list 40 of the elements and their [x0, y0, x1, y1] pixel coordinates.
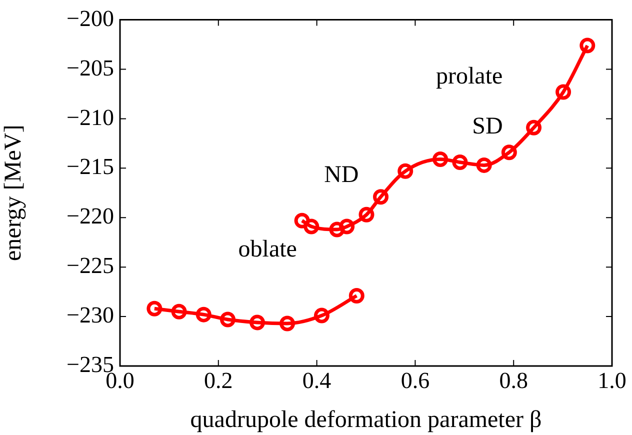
point — [580, 38, 596, 54]
y-tick-label: −210 — [66, 104, 114, 130]
point — [220, 312, 236, 328]
point — [476, 157, 492, 173]
x-tick-label: 0.4 — [302, 368, 332, 393]
x-tick-label: 0.2 — [204, 368, 233, 393]
point — [373, 189, 389, 205]
y-tick-label: −230 — [66, 302, 114, 328]
x-tick-label: 0.8 — [499, 368, 528, 393]
y-tick-label: −200 — [66, 6, 114, 31]
y-tick-label: −205 — [66, 55, 114, 80]
point — [398, 163, 414, 179]
point — [196, 306, 212, 322]
x-axis-title: quadrupole deformation parameter β — [190, 406, 542, 433]
point — [329, 222, 345, 238]
point — [280, 316, 296, 332]
point — [339, 218, 355, 234]
annotation: prolate — [436, 64, 503, 90]
point — [250, 314, 266, 330]
y-tick-label: −225 — [66, 253, 114, 278]
point — [171, 304, 187, 320]
point — [304, 218, 320, 234]
point — [348, 288, 364, 304]
point — [556, 84, 572, 100]
x-tick-label: 1.0 — [598, 368, 626, 393]
x-tick-label: 0.6 — [400, 368, 430, 393]
point — [452, 154, 468, 170]
point — [526, 120, 542, 136]
y-tick-label: −215 — [66, 154, 114, 180]
point — [146, 300, 162, 316]
annotation: oblate — [238, 236, 297, 262]
point — [501, 144, 517, 160]
annotation: SD — [472, 113, 503, 140]
y-axis-title: energy [MeV] — [0, 124, 27, 261]
point — [358, 206, 374, 222]
point — [314, 308, 330, 324]
point — [432, 152, 448, 168]
point — [294, 212, 310, 228]
y-tick-label: −220 — [66, 204, 114, 229]
annotation: ND — [324, 162, 359, 188]
